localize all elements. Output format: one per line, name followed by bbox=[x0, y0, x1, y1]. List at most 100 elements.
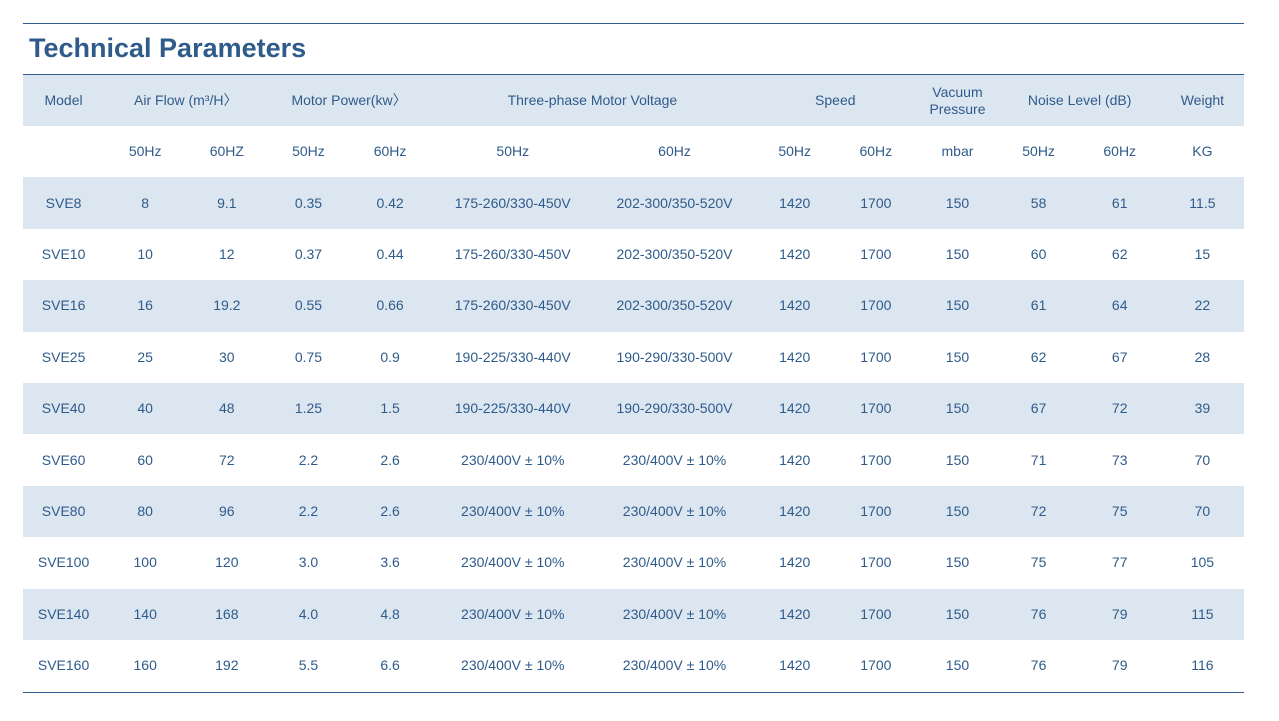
value-cell: 202-300/350-520V bbox=[616, 245, 733, 262]
header-noise-level: Noise Level (dB) bbox=[1027, 92, 1132, 108]
value-cell: 1700 bbox=[860, 605, 892, 622]
value-cell: 2.2 bbox=[298, 451, 319, 468]
value-cell: 190-290/330-500V bbox=[616, 400, 733, 417]
value-cell: 175-260/330-450V bbox=[454, 297, 571, 314]
value-cell: 190-225/330-440V bbox=[454, 348, 571, 365]
value-cell: 15 bbox=[1194, 245, 1211, 262]
value-cell: 150 bbox=[945, 451, 970, 468]
header-air-flow: Air Flow (m³/H〉 bbox=[134, 92, 238, 108]
value-cell: 0.55 bbox=[294, 297, 323, 314]
value-cell: 79 bbox=[1111, 657, 1128, 674]
value-cell: 72 bbox=[1030, 502, 1047, 519]
value-cell: 11.5 bbox=[1189, 194, 1216, 211]
subheader-cell: 60Hz bbox=[658, 143, 691, 160]
value-cell: 1420 bbox=[779, 194, 811, 211]
value-cell: 0.66 bbox=[376, 297, 404, 314]
value-cell: 150 bbox=[945, 194, 970, 211]
header-speed: Speed bbox=[815, 92, 856, 108]
table-row: SVE40 40 48 1.25 1.5 190-225/330-440V 190-290/… bbox=[23, 382, 1244, 435]
value-cell: 168 bbox=[215, 605, 239, 622]
value-cell: 4.8 bbox=[380, 605, 400, 622]
model-cell: SVE40 bbox=[41, 400, 86, 417]
header-voltage: Three-phase Motor Voltage bbox=[507, 92, 678, 108]
model-cell: SVE25 bbox=[41, 348, 86, 365]
top-rule bbox=[23, 23, 1244, 24]
value-cell: 175-260/330-450V bbox=[454, 245, 571, 262]
header-weight: Weight bbox=[1180, 92, 1225, 108]
header-vacuum-line2: Pressure bbox=[929, 100, 986, 117]
header-vacuum-pressure: Vacuum Pressure bbox=[916, 75, 998, 126]
value-cell: 2.2 bbox=[298, 502, 319, 519]
value-cell: 1700 bbox=[860, 400, 892, 417]
value-cell: 150 bbox=[945, 245, 970, 262]
value-cell: 5.5 bbox=[298, 657, 319, 674]
table-row: SVE16 16 19.2 0.55 0.66 175-260/330-450V 202-3… bbox=[23, 280, 1244, 332]
value-cell: 230/400V ± 10% bbox=[461, 502, 565, 519]
value-cell: 71 bbox=[1030, 451, 1047, 468]
table-row: SVE140 140 168 4.0 4.8 230/400V ± 10% 230/400V… bbox=[23, 588, 1244, 640]
title-underline-rule bbox=[23, 74, 1244, 75]
model-cell: SVE16 bbox=[41, 297, 86, 314]
value-cell: 75 bbox=[1111, 502, 1128, 519]
subheader-cell: mbar bbox=[941, 143, 974, 160]
value-cell: 22 bbox=[1194, 297, 1211, 314]
value-cell: 70 bbox=[1194, 451, 1211, 468]
value-cell: 70 bbox=[1194, 502, 1211, 519]
table-row: SVE25 25 30 0.75 0.9 190-225/330-440V 190-290/… bbox=[23, 332, 1244, 383]
value-cell: 100 bbox=[133, 554, 157, 571]
value-cell: 67 bbox=[1030, 400, 1047, 417]
value-cell: 28 bbox=[1194, 348, 1211, 365]
value-cell: 72 bbox=[1111, 400, 1128, 417]
value-cell: 75 bbox=[1030, 554, 1047, 571]
value-cell: 230/400V ± 10% bbox=[461, 657, 565, 674]
value-cell: 0.9 bbox=[380, 348, 400, 365]
value-cell: 72 bbox=[219, 451, 235, 468]
value-cell: 150 bbox=[945, 348, 970, 365]
value-cell: 3.0 bbox=[298, 554, 319, 571]
value-cell: 64 bbox=[1111, 297, 1128, 314]
value-cell: 190-225/330-440V bbox=[454, 400, 571, 417]
value-cell: 62 bbox=[1111, 245, 1128, 262]
value-cell: 1420 bbox=[779, 657, 811, 674]
table-row: SVE80 80 96 2.2 2.6 230/400V ± 10% 230/400V ± … bbox=[23, 485, 1244, 538]
value-cell: 230/400V ± 10% bbox=[622, 554, 727, 571]
value-cell: 73 bbox=[1111, 451, 1128, 468]
value-cell: 60 bbox=[137, 451, 153, 468]
table-row: SVE10 10 12 0.37 0.44 175-260/330-450V 202-300… bbox=[23, 229, 1244, 280]
value-cell: 1420 bbox=[779, 554, 811, 571]
value-cell: 190-290/330-500V bbox=[616, 348, 733, 365]
value-cell: 6.6 bbox=[380, 657, 400, 674]
value-cell: 96 bbox=[219, 502, 235, 519]
value-cell: 77 bbox=[1111, 554, 1128, 571]
value-cell: 230/400V ± 10% bbox=[622, 605, 727, 622]
value-cell: 2.6 bbox=[380, 502, 400, 519]
header-vacuum-line1: Vacuum bbox=[932, 83, 983, 100]
value-cell: 61 bbox=[1030, 297, 1047, 314]
value-cell: 1700 bbox=[860, 451, 892, 468]
value-cell: 160 bbox=[133, 657, 157, 674]
table-row: SVE160 160 192 5.5 6.6 230/400V ± 10% 230/400V… bbox=[23, 640, 1244, 691]
value-cell: 0.37 bbox=[294, 245, 323, 262]
value-cell: 40 bbox=[137, 400, 153, 417]
value-cell: 116 bbox=[1191, 657, 1214, 674]
value-cell: 230/400V ± 10% bbox=[461, 451, 565, 468]
value-cell: 1700 bbox=[860, 348, 892, 365]
value-cell: 12 bbox=[219, 245, 235, 262]
value-cell: 76 bbox=[1030, 657, 1047, 674]
value-cell: 4.0 bbox=[298, 605, 319, 622]
value-cell: 61 bbox=[1111, 194, 1128, 211]
value-cell: 192 bbox=[215, 657, 239, 674]
value-cell: 105 bbox=[1190, 554, 1215, 571]
value-cell: 67 bbox=[1111, 348, 1128, 365]
value-cell: 76 bbox=[1030, 605, 1047, 622]
value-cell: 150 bbox=[945, 297, 970, 314]
value-cell: 79 bbox=[1111, 605, 1128, 622]
table-header-row: Model Air Flow (m³/H〉 Motor Power(kw〉 Th… bbox=[23, 75, 1244, 126]
value-cell: 140 bbox=[133, 605, 157, 622]
value-cell: 60 bbox=[1030, 245, 1047, 262]
value-cell: 30 bbox=[219, 348, 235, 365]
value-cell: 0.42 bbox=[376, 194, 404, 211]
value-cell: 1420 bbox=[779, 400, 811, 417]
value-cell: 230/400V ± 10% bbox=[461, 554, 565, 571]
page-title: Technical Parameters bbox=[29, 33, 307, 63]
